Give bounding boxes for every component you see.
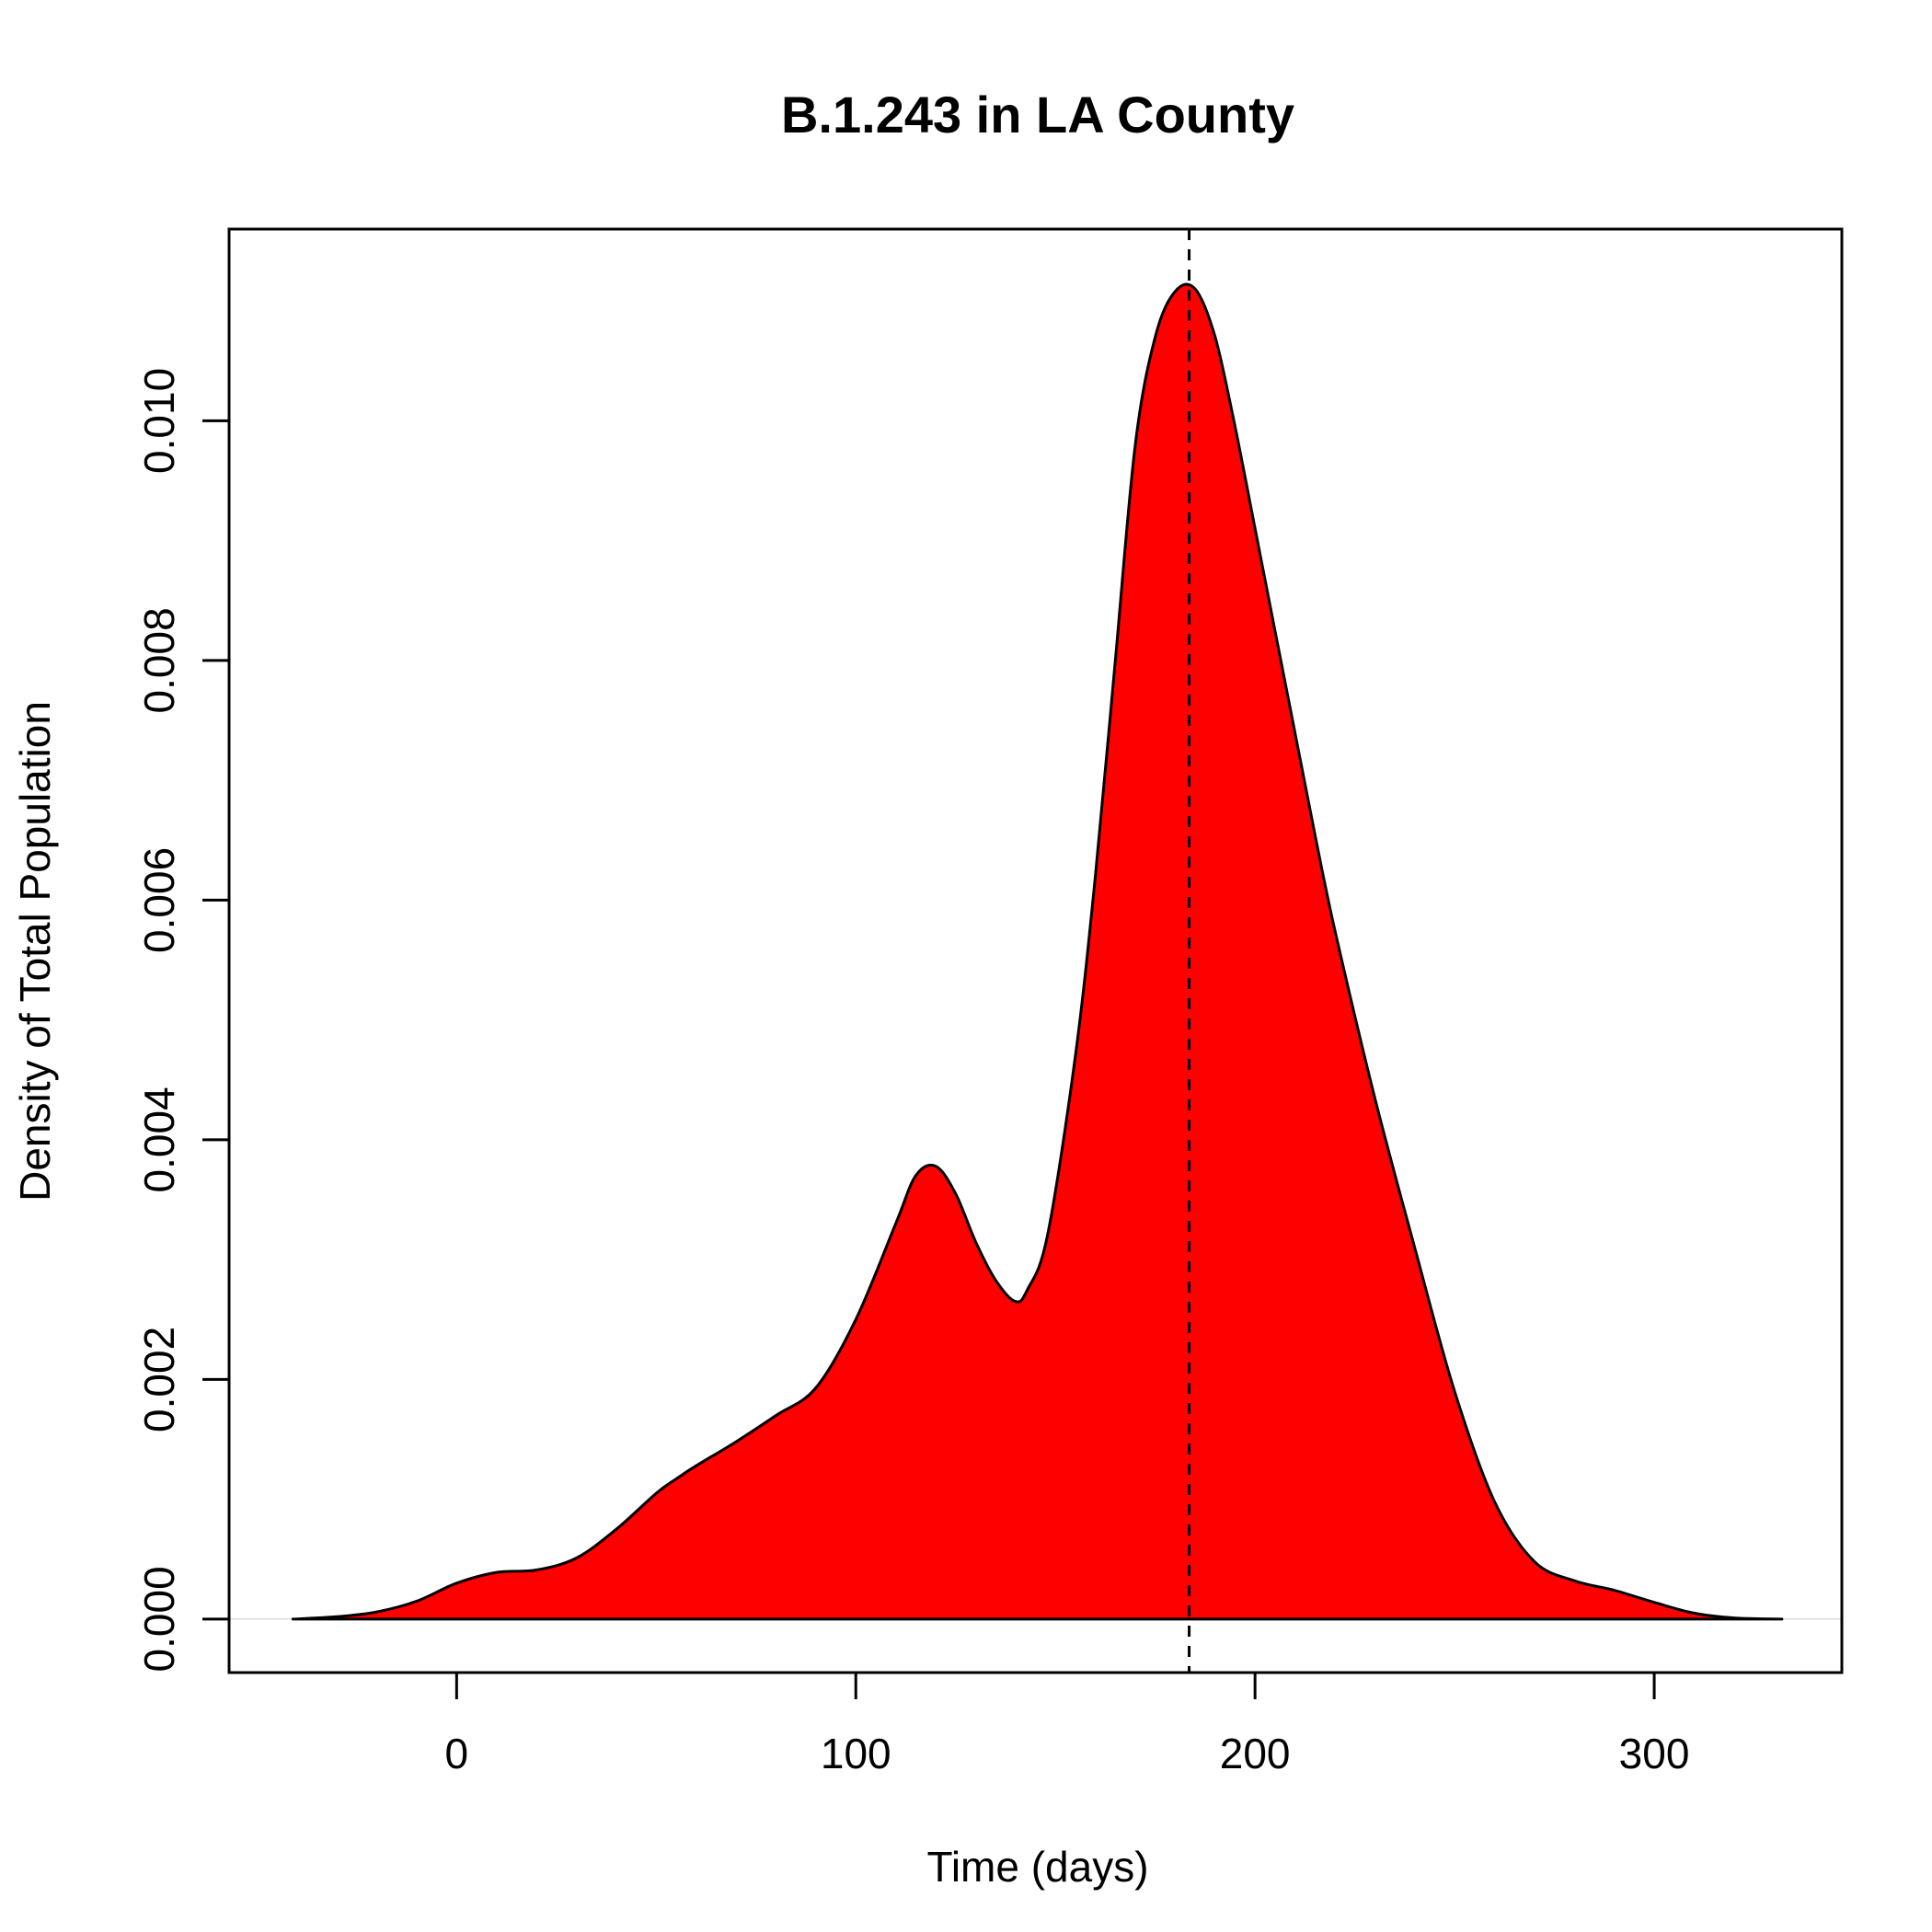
- y-axis-label: Density of Total Population: [11, 701, 59, 1202]
- x-tick-label: 100: [821, 1730, 891, 1777]
- y-tick-label: 0.008: [135, 607, 183, 713]
- y-tick-label: 0.010: [135, 368, 183, 474]
- plot-area: 0 100 200 300 0.000 0.002 0.004 0.006 0.008 0.010: [135, 227, 1844, 1777]
- y-tick-label: 0.000: [135, 1566, 183, 1672]
- plot-frame: [227, 227, 1844, 1674]
- x-tick-label: 300: [1619, 1730, 1690, 1777]
- density-area: [293, 283, 1782, 1619]
- x-axis-label: Time (days): [926, 1843, 1148, 1891]
- density-line: [291, 282, 1784, 1621]
- x-tick-label: 200: [1220, 1730, 1291, 1777]
- y-tick-label: 0.006: [135, 847, 183, 953]
- y-tick-label: 0.004: [135, 1087, 183, 1192]
- y-tick-label: 0.002: [135, 1327, 183, 1432]
- chart-title: B.1.243 in LA County: [781, 86, 1294, 144]
- x-tick-label: 0: [445, 1730, 469, 1777]
